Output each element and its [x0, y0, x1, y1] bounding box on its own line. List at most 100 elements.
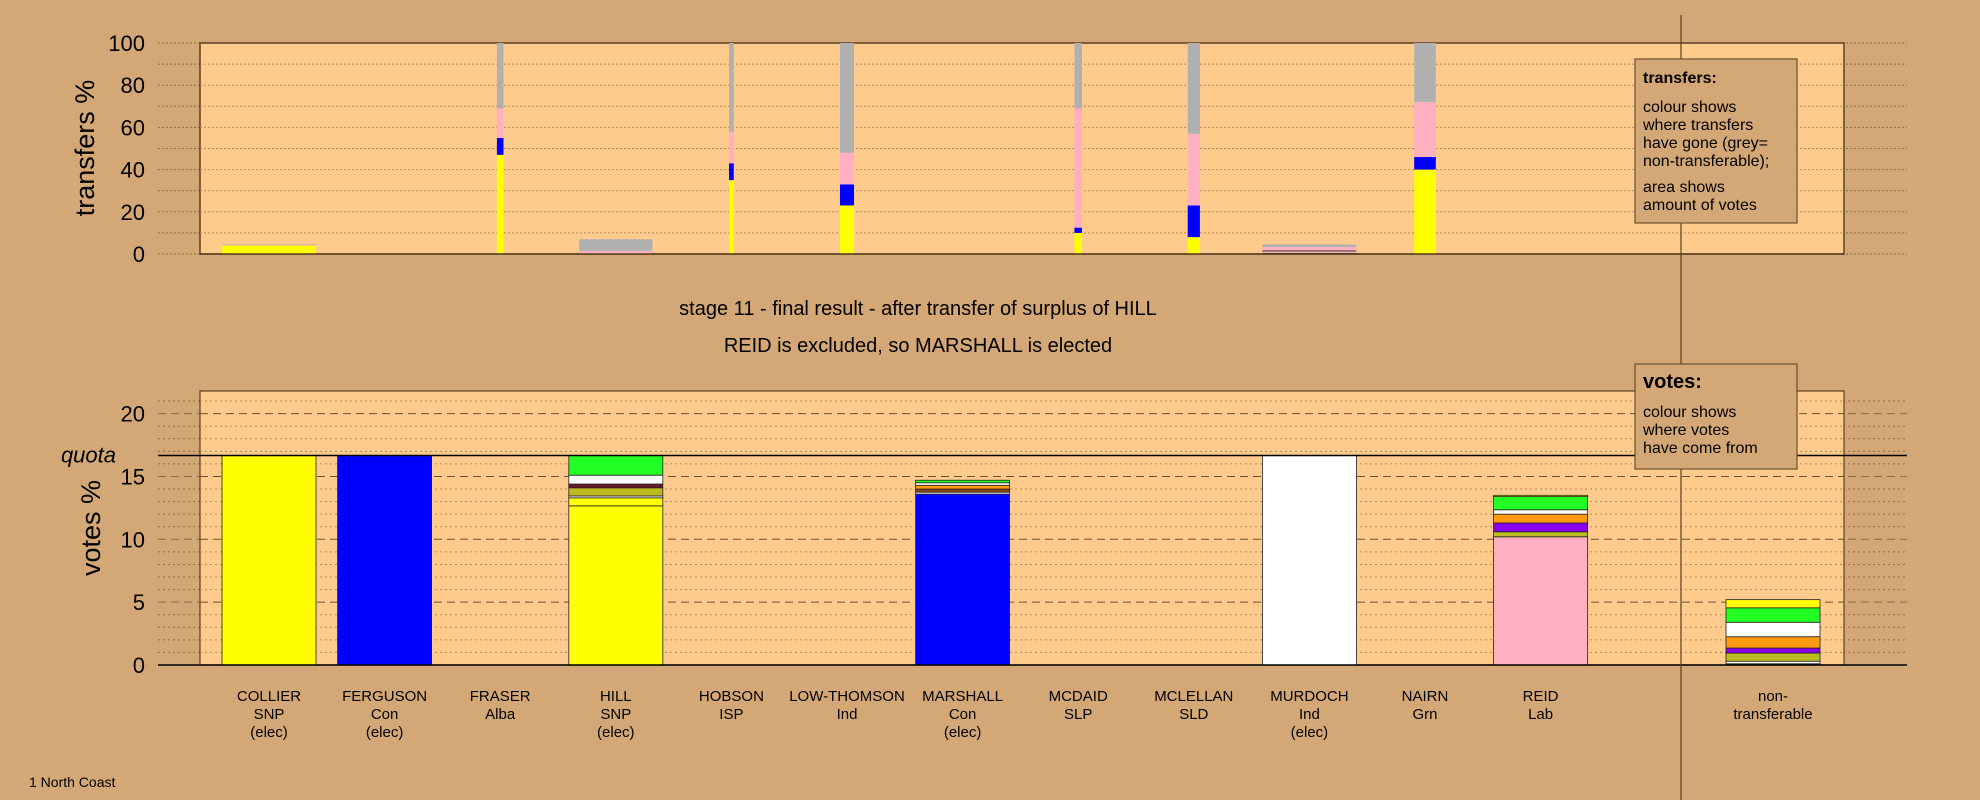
y-tick-label: 20: [121, 200, 145, 225]
y-tick-label: 40: [121, 158, 145, 183]
y-tick-label: 80: [121, 73, 145, 98]
candidate-party: SLD: [1179, 706, 1208, 723]
candidate-name: MURDOCH: [1270, 688, 1348, 705]
legend-text: have come from: [1643, 440, 1758, 457]
candidate-status: (elec): [1291, 724, 1329, 741]
transfer-segment: [496, 43, 504, 109]
candidate-name: MCDAID: [1049, 688, 1108, 705]
vote-segment: [337, 455, 433, 666]
legend-title: transfers:: [1643, 70, 1717, 87]
candidate-name: LOW-THOMSON: [789, 688, 905, 705]
transfer-segment: [1414, 156, 1436, 170]
transfer-segment: [839, 184, 855, 206]
transfer-segment: [1187, 43, 1200, 134]
vote-segment: [568, 455, 664, 476]
legend-title: votes:: [1643, 371, 1702, 393]
vote-segment: [1493, 536, 1588, 666]
vote-segment: [568, 483, 664, 489]
y-tick-label: 5: [133, 590, 145, 615]
transfer-segment: [1187, 205, 1200, 238]
transfer-bar: [839, 43, 855, 254]
transfer-bar: [222, 244, 316, 254]
transfer-bar: [1187, 43, 1200, 254]
vote-segment: [1725, 652, 1821, 662]
transfer-segment: [1187, 237, 1200, 254]
vote-bar: [1493, 494, 1588, 666]
vote-segment: [1493, 496, 1588, 511]
transfer-segment: [1262, 247, 1357, 251]
vote-bar: [1725, 599, 1821, 666]
candidate-party: SNP: [254, 706, 285, 723]
vote-segment: [1725, 607, 1821, 623]
transfer-segment: [1262, 244, 1357, 248]
transfer-segment: [222, 245, 316, 254]
vote-segment: [1493, 509, 1588, 515]
legend-text: where transfers: [1642, 117, 1753, 134]
vote-segment: [221, 455, 317, 666]
candidate-party: Grn: [1412, 706, 1437, 723]
candidate-status: (elec): [366, 724, 404, 741]
legend-frame: [1634, 363, 1798, 470]
candidate-party: SLP: [1064, 706, 1092, 723]
vote-segment: [568, 474, 664, 485]
candidate-status: (elec): [597, 724, 635, 741]
candidate-party: Con: [371, 706, 399, 723]
vote-bar: [221, 455, 317, 666]
vote-segment: [568, 497, 664, 507]
y-axis-title: votes %: [76, 480, 106, 576]
vote-segment: [1493, 494, 1588, 497]
constituency-label: 1 North Coast: [29, 774, 115, 790]
transfer-segment: [1414, 169, 1436, 254]
y-tick-label: 15: [121, 464, 145, 489]
candidate-party: Alba: [485, 706, 516, 723]
vote-segment: [1725, 599, 1821, 609]
transfer-bar: [729, 43, 734, 254]
y-tick-label: 0: [133, 653, 145, 678]
candidate-party: ISP: [719, 706, 743, 723]
vote-segment: [568, 505, 664, 666]
vote-segment: [915, 493, 1010, 666]
vote-segment: [1493, 522, 1588, 533]
legend-text: area shows: [1643, 179, 1725, 196]
y-tick-label: 10: [121, 527, 145, 552]
transfer-segment: [1074, 232, 1082, 254]
candidate-name: REID: [1523, 688, 1559, 705]
vote-bar: [1262, 455, 1357, 666]
candidate-name: COLLIER: [237, 688, 301, 705]
transfer-segment: [579, 239, 653, 251]
legend-text: where votes: [1642, 422, 1729, 439]
legend-text: amount of votes: [1643, 197, 1757, 214]
candidate-status: (elec): [944, 724, 982, 741]
transfer-segment: [839, 205, 855, 254]
transfer-segment: [222, 244, 316, 246]
transfers-chart: 0 20 40 60 80 100 transfers %: [70, 31, 1907, 267]
y-tick-label: 20: [121, 402, 145, 427]
candidate-name: HILL: [600, 688, 632, 705]
transfer-segment: [496, 137, 504, 155]
legend-text: have gone (grey=: [1643, 135, 1768, 152]
transfer-segment: [1414, 43, 1436, 103]
legend-text: non-transferable);: [1643, 153, 1769, 170]
transfer-segment: [839, 152, 855, 185]
transfer-segment: [496, 154, 504, 254]
candidate-name: non-: [1758, 688, 1788, 705]
vote-bar: [337, 455, 433, 666]
transfer-segment: [1074, 227, 1082, 233]
vote-segment: [1493, 531, 1588, 538]
transfer-segment: [579, 250, 653, 254]
y-tick-label: 60: [121, 115, 145, 140]
y-tick-label: 0: [133, 242, 145, 267]
transfer-bar: [1262, 244, 1357, 254]
transfer-segment: [1262, 250, 1357, 252]
transfer-bar: [496, 43, 504, 254]
